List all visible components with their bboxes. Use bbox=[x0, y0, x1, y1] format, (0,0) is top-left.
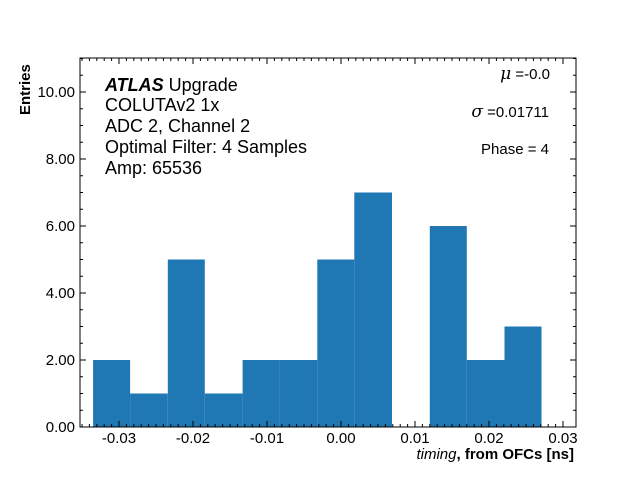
x-tick-label: -0.02 bbox=[176, 430, 210, 447]
histogram-bar bbox=[93, 360, 131, 427]
x-axis-label-rest: , from OFCs [ns] bbox=[456, 446, 574, 463]
y-tick-label: 6.00 bbox=[46, 218, 75, 235]
y-tick-labels: 0.00 2.00 4.00 6.00 8.00 10.00 bbox=[37, 84, 75, 436]
histogram-bar bbox=[204, 393, 243, 427]
x-tick-label: 0.00 bbox=[326, 430, 355, 447]
histogram-bar bbox=[279, 360, 318, 427]
x-tick-label: 0.01 bbox=[400, 430, 429, 447]
histogram-bar bbox=[466, 360, 505, 427]
mean-label: μ =-0.0 bbox=[500, 64, 550, 84]
histogram-bar bbox=[130, 393, 168, 427]
x-tick-label: -0.03 bbox=[102, 430, 136, 447]
y-tick-label: 0.00 bbox=[46, 419, 75, 436]
sigma-label: σ =0.01711 bbox=[471, 102, 549, 122]
y-tick-label: 8.00 bbox=[46, 151, 75, 168]
atlas-upgrade-label: Upgrade bbox=[164, 75, 238, 95]
x-axis-label: timing, from OFCs [ns] bbox=[416, 446, 574, 463]
y-tick-label: 4.00 bbox=[46, 285, 75, 302]
y-axis-label: Entries bbox=[17, 64, 34, 115]
atlas-annotation: ATLAS Upgrade COLUTAv2 1x ADC 2, Channel… bbox=[104, 75, 307, 178]
histogram-bar bbox=[317, 259, 355, 427]
annotation-line-4: Amp: 65536 bbox=[105, 158, 202, 178]
phase-label: Phase = 4 bbox=[481, 141, 549, 158]
annotation-line-2: ADC 2, Channel 2 bbox=[105, 116, 250, 136]
x-axis-label-italic: timing bbox=[416, 446, 457, 463]
histogram-bar bbox=[167, 259, 205, 427]
histogram-bar bbox=[354, 192, 392, 427]
histogram-bars bbox=[93, 192, 542, 427]
y-tick-label: 2.00 bbox=[46, 352, 75, 369]
annotation-line-3: Optimal Filter: 4 Samples bbox=[105, 137, 307, 157]
x-tick-label: -0.01 bbox=[250, 430, 284, 447]
atlas-label: ATLAS bbox=[104, 75, 164, 95]
y-tick-label: 10.00 bbox=[37, 84, 75, 101]
axis-ticks bbox=[80, 58, 576, 428]
x-tick-label: 0.02 bbox=[474, 430, 503, 447]
histogram-bar bbox=[242, 360, 280, 427]
x-tick-labels: -0.03 -0.02 -0.01 0.00 0.01 0.02 0.03 bbox=[102, 430, 578, 447]
stats-annotation: μ =-0.0 σ =0.01711 Phase = 4 bbox=[471, 64, 550, 158]
annotation-line-1: COLUTAv2 1x bbox=[105, 95, 219, 115]
x-tick-label: 0.03 bbox=[548, 430, 577, 447]
histogram-bar bbox=[504, 326, 542, 427]
histogram-bar bbox=[429, 226, 467, 427]
svg-text:ATLAS Upgrade: ATLAS Upgrade bbox=[104, 75, 238, 95]
